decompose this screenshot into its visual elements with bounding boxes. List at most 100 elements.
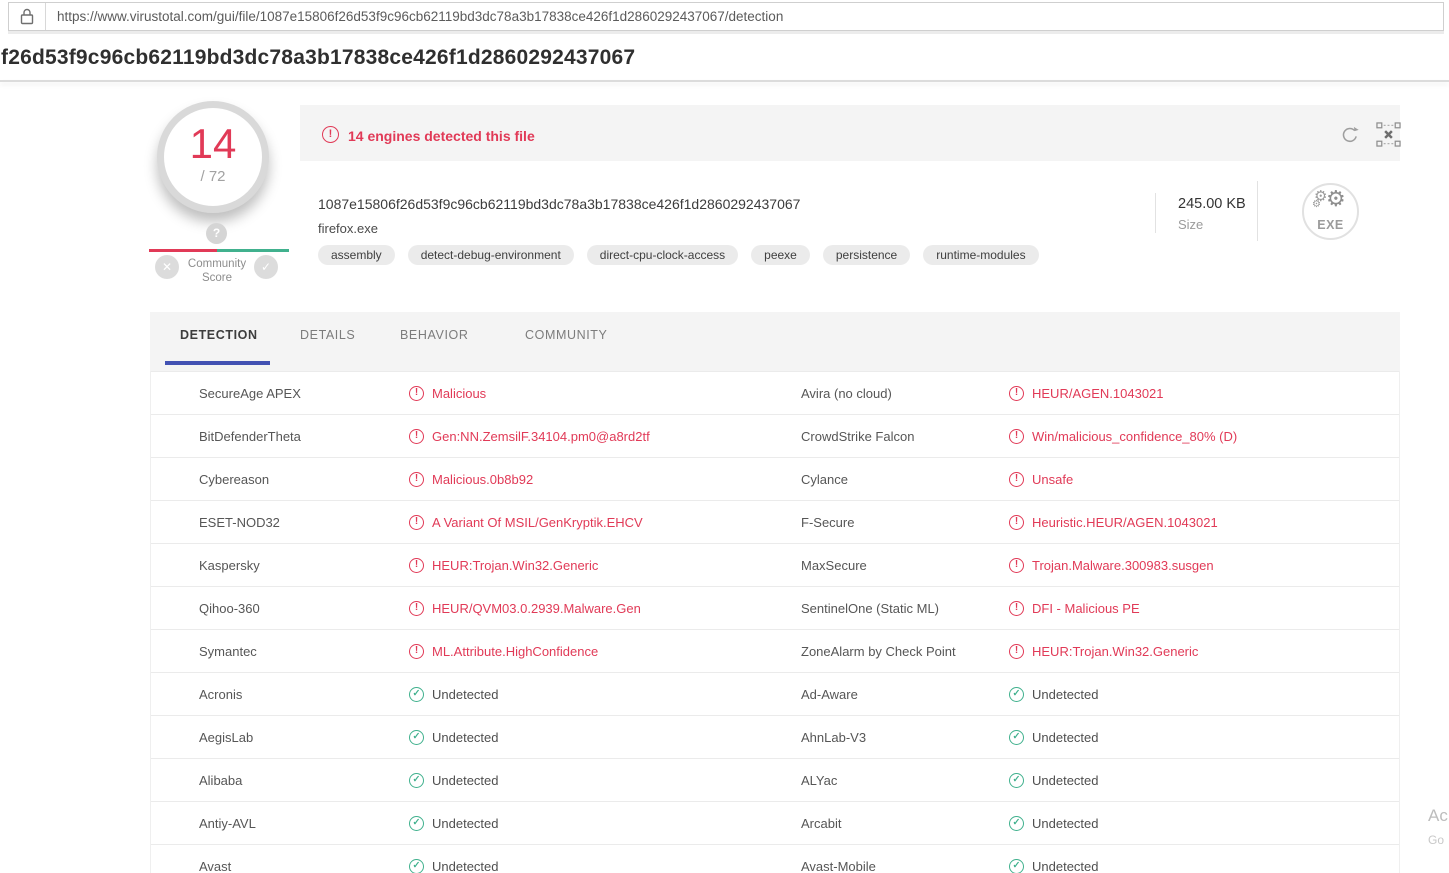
- detection-result: Undetected: [432, 687, 499, 702]
- downvote-icon[interactable]: ✕: [155, 255, 179, 279]
- engine-name: AegisLab: [199, 730, 254, 745]
- file-tags: assembly detect-debug-environment direct-c…: [318, 245, 1039, 265]
- undetected-check-icon: ✓: [409, 773, 424, 788]
- malicious-icon: !: [409, 386, 424, 401]
- undetected-check-icon: ✓: [409, 859, 424, 873]
- detection-result: HEUR/QVM03.0.2939.Malware.Gen: [432, 601, 641, 616]
- malicious-icon: !: [409, 558, 424, 573]
- file-type-exe-icon: ⚙ ⚙ ⚙ EXE: [1302, 183, 1359, 240]
- reanalyze-icon[interactable]: [1337, 122, 1363, 148]
- engine-name: SecureAge APEX: [199, 386, 301, 401]
- undetected-check-icon: ✓: [1009, 773, 1024, 788]
- table-row: Qihoo-360! HEUR/QVM03.0.2939.Malware.Gen S…: [151, 586, 1399, 630]
- file-sha256: 1087e15806f26d53f9c96cb62119bd3dc78a3b17…: [318, 196, 801, 212]
- malicious-icon: !: [1009, 472, 1024, 487]
- file-tag-direct-cpu-clock-access[interactable]: direct-cpu-clock-access: [586, 245, 739, 265]
- detection-result: Undetected: [432, 859, 499, 873]
- detection-result: Unsafe: [1032, 472, 1074, 487]
- tab-community[interactable]: COMMUNITY: [525, 328, 608, 342]
- engine-name: Qihoo-360: [199, 601, 260, 616]
- tab-behavior[interactable]: BEHAVIOR: [400, 328, 469, 342]
- engine-name: Alibaba: [199, 773, 243, 788]
- malicious-icon: !: [409, 515, 424, 530]
- detection-result: Heuristic.HEUR/AGEN.1043021: [1032, 515, 1218, 530]
- detection-result: Win/malicious_confidence_80% (D): [1032, 429, 1238, 444]
- table-row: Acronis ✓ Undetected Ad-Aware ✓ Undetected: [151, 672, 1399, 716]
- table-row: BitDefenderTheta! Gen:NN.ZemsilF.34104.pm…: [151, 414, 1399, 458]
- file-tag-persistence[interactable]: persistence: [822, 245, 911, 265]
- engine-name: Avast: [199, 859, 232, 873]
- engine-name: Ad-Aware: [801, 687, 858, 702]
- undetected-check-icon: ✓: [1009, 859, 1024, 873]
- undetected-check-icon: ✓: [1009, 687, 1024, 702]
- malicious-icon: !: [409, 472, 424, 487]
- malicious-icon: !: [1009, 644, 1024, 659]
- malicious-icon: !: [1009, 515, 1024, 530]
- engine-name: Antiy-AVL: [199, 816, 256, 831]
- detection-banner: [300, 105, 1400, 161]
- file-tag-detect-debug-environment[interactable]: detect-debug-environment: [407, 245, 574, 265]
- detections-total: / 72: [200, 168, 226, 185]
- detection-result: Trojan.Malware.300983.susgen: [1032, 558, 1214, 573]
- table-row: AegisLab ✓ Undetected AhnLab-V3 ✓ Undetected: [151, 715, 1399, 759]
- table-row: Alibaba ✓ Undetected ALYac ✓ Undetected: [151, 758, 1399, 802]
- engine-name: F-Secure: [801, 515, 855, 530]
- detection-results-table: SecureAge APEX! Malicious Avira (no cloud)…: [150, 371, 1400, 873]
- lock-icon: [9, 3, 46, 30]
- table-row: Antiy-AVL ✓ Undetected Arcabit ✓ Undetected: [151, 801, 1399, 845]
- detection-result: Undetected: [432, 816, 499, 831]
- engine-name: Acronis: [199, 687, 243, 702]
- detection-result: Undetected: [1032, 730, 1099, 745]
- table-row: Kaspersky! HEUR:Trojan.Win32.Generic MaxSe…: [151, 543, 1399, 587]
- engine-name: MaxSecure: [801, 558, 867, 573]
- gear-icon: ⚙: [1314, 188, 1328, 205]
- detection-banner-message: 14 engines detected this file: [348, 128, 535, 144]
- divider: [1155, 193, 1156, 233]
- windows-watermark: Ac Go: [1428, 806, 1448, 847]
- file-tag-runtime-modules[interactable]: runtime-modules: [923, 245, 1039, 265]
- file-name: firefox.exe: [318, 221, 378, 236]
- engine-name: Arcabit: [801, 816, 842, 831]
- table-row: SecureAge APEX! Malicious Avira (no cloud)…: [151, 371, 1399, 415]
- detection-result: Undetected: [1032, 687, 1099, 702]
- expand-icon[interactable]: [1375, 121, 1401, 147]
- tab-bar: DETECTION DETAILS BEHAVIOR COMMUNITY: [150, 312, 1400, 371]
- score-help-icon[interactable]: ?: [206, 223, 227, 244]
- table-row: ESET-NOD32! A Variant Of MSIL/GenKryptik.…: [151, 500, 1399, 544]
- upvote-icon[interactable]: ✓: [254, 255, 278, 279]
- file-tag-assembly[interactable]: assembly: [318, 245, 395, 265]
- detection-result: Undetected: [1032, 773, 1099, 788]
- detection-result: Malicious: [432, 386, 487, 401]
- community-score-bar-positive: [217, 249, 289, 252]
- engine-name: BitDefenderTheta: [199, 429, 301, 444]
- community-score-bar-negative: [149, 249, 217, 252]
- engine-name: CrowdStrike Falcon: [801, 429, 915, 444]
- detection-result: Undetected: [1032, 816, 1099, 831]
- detection-result: ML.Attribute.HighConfidence: [432, 644, 599, 659]
- undetected-check-icon: ✓: [409, 730, 424, 745]
- engine-name: Avira (no cloud): [801, 386, 892, 401]
- detection-score-circle: 14 / 72: [157, 101, 269, 213]
- undetected-check-icon: ✓: [409, 687, 424, 702]
- file-size-label: Size: [1178, 217, 1204, 232]
- engine-name: AhnLab-V3: [801, 730, 867, 745]
- tab-detection[interactable]: DETECTION: [180, 328, 258, 342]
- tab-details[interactable]: DETAILS: [300, 328, 356, 342]
- malicious-icon: !: [1009, 601, 1024, 616]
- detection-result: Gen:NN.ZemsilF.34104.pm0@a8rd2tf: [432, 429, 650, 444]
- detection-result: A Variant Of MSIL/GenKryptik.EHCV: [432, 515, 643, 530]
- file-tag-peexe[interactable]: peexe: [751, 245, 810, 265]
- alert-icon: !: [322, 126, 339, 143]
- table-row: Cybereason! Malicious.0b8b92 Cylance! Unsaf…: [151, 457, 1399, 501]
- url-text[interactable]: https://www.virustotal.com/gui/file/1087…: [57, 9, 784, 24]
- malicious-icon: !: [409, 601, 424, 616]
- malicious-icon: !: [409, 429, 424, 444]
- gear-icon: ⚙: [1312, 199, 1321, 210]
- browser-url-bar[interactable]: https://www.virustotal.com/gui/file/1087…: [8, 2, 1444, 31]
- header-divider: [0, 80, 1449, 82]
- engine-name: ALYac: [801, 773, 838, 788]
- undetected-check-icon: ✓: [409, 816, 424, 831]
- engine-name: Kaspersky: [199, 558, 260, 573]
- page-title-hash: f26d53f9c96cb62119bd3dc78a3b17838ce426f1…: [1, 46, 636, 69]
- gear-icon: ⚙: [1326, 186, 1346, 211]
